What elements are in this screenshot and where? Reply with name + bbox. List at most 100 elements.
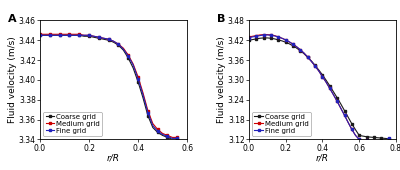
Fine grid	[324, 81, 328, 83]
Fine grid	[57, 34, 62, 36]
Medium grid	[155, 129, 160, 131]
Medium grid	[126, 54, 131, 56]
Fine grid	[131, 64, 136, 66]
Coarse grid	[175, 138, 180, 140]
Medium grid	[87, 34, 92, 36]
Fine grid	[316, 70, 321, 72]
Coarse grid	[92, 36, 96, 38]
Coarse grid	[372, 136, 376, 138]
Coarse grid	[320, 74, 325, 76]
Fine grid	[42, 34, 47, 36]
Medium grid	[324, 81, 328, 83]
Fine grid	[305, 56, 310, 58]
Coarse grid	[313, 64, 318, 66]
Fine grid	[258, 35, 262, 37]
Coarse grid	[335, 97, 340, 99]
Coarse grid	[131, 67, 136, 69]
Text: A: A	[8, 14, 16, 24]
Medium grid	[72, 33, 77, 35]
Medium grid	[42, 33, 47, 35]
X-axis label: r/R: r/R	[316, 154, 329, 163]
Fine grid	[92, 35, 96, 37]
Fine grid	[150, 124, 155, 126]
Coarse grid	[121, 49, 126, 51]
Coarse grid	[170, 138, 175, 140]
Coarse grid	[360, 135, 365, 137]
Coarse grid	[136, 81, 140, 83]
Medium grid	[150, 123, 155, 125]
Medium grid	[368, 140, 373, 142]
Fine grid	[313, 65, 318, 67]
Fine grid	[77, 34, 82, 36]
Medium grid	[294, 46, 299, 48]
Fine grid	[101, 37, 106, 39]
Fine grid	[254, 35, 259, 37]
Coarse grid	[350, 123, 354, 125]
Coarse grid	[52, 34, 57, 36]
Fine grid	[386, 137, 391, 139]
Fine grid	[382, 141, 387, 143]
Coarse grid	[305, 56, 310, 58]
Legend: Coarse grid, Medium grid, Fine grid: Coarse grid, Medium grid, Fine grid	[44, 112, 102, 136]
Fine grid	[126, 55, 131, 57]
Medium grid	[287, 41, 292, 43]
Medium grid	[265, 34, 270, 36]
Coarse grid	[309, 60, 314, 62]
Medium grid	[62, 33, 67, 35]
Medium grid	[350, 129, 354, 131]
Coarse grid	[346, 116, 350, 118]
Coarse grid	[155, 131, 160, 133]
Fine grid	[298, 49, 303, 51]
Medium grid	[342, 114, 347, 116]
Coarse grid	[250, 39, 255, 41]
Medium grid	[140, 92, 145, 94]
Coarse grid	[82, 35, 86, 37]
Medium grid	[261, 34, 266, 36]
Medium grid	[331, 94, 336, 96]
Medium grid	[379, 141, 384, 143]
Line: Coarse grid: Coarse grid	[248, 37, 390, 140]
Fine grid	[82, 34, 86, 36]
Coarse grid	[246, 39, 251, 41]
Medium grid	[116, 43, 121, 45]
Medium grid	[328, 88, 332, 90]
Coarse grid	[126, 57, 131, 59]
Medium grid	[268, 34, 273, 36]
Fine grid	[338, 107, 343, 109]
Fine grid	[280, 37, 284, 39]
Fine grid	[246, 37, 251, 39]
Medium grid	[338, 107, 343, 109]
Medium grid	[52, 33, 57, 35]
Coarse grid	[77, 34, 82, 36]
Medium grid	[165, 134, 170, 137]
X-axis label: r/R: r/R	[107, 154, 120, 163]
Fine grid	[287, 41, 292, 43]
Fine grid	[309, 60, 314, 62]
Medium grid	[283, 39, 288, 41]
Fine grid	[276, 36, 281, 38]
Coarse grid	[283, 41, 288, 43]
Fine grid	[155, 130, 160, 132]
Medium grid	[106, 38, 111, 40]
Fine grid	[121, 48, 126, 50]
Coarse grid	[254, 38, 259, 40]
Fine grid	[140, 94, 145, 96]
Coarse grid	[272, 38, 277, 40]
Fine grid	[136, 78, 140, 80]
Line: Fine grid: Fine grid	[248, 33, 390, 143]
Medium grid	[382, 141, 387, 143]
Coarse grid	[287, 43, 292, 45]
Fine grid	[331, 94, 336, 96]
Coarse grid	[302, 53, 306, 55]
Coarse grid	[140, 97, 145, 99]
Medium grid	[276, 36, 281, 38]
Medium grid	[77, 33, 82, 35]
Coarse grid	[375, 137, 380, 139]
Medium grid	[92, 35, 96, 37]
Fine grid	[360, 139, 365, 141]
Fine grid	[62, 34, 67, 36]
Fine grid	[165, 135, 170, 138]
Coarse grid	[276, 39, 281, 41]
Text: B: B	[216, 14, 225, 24]
Medium grid	[357, 138, 362, 140]
